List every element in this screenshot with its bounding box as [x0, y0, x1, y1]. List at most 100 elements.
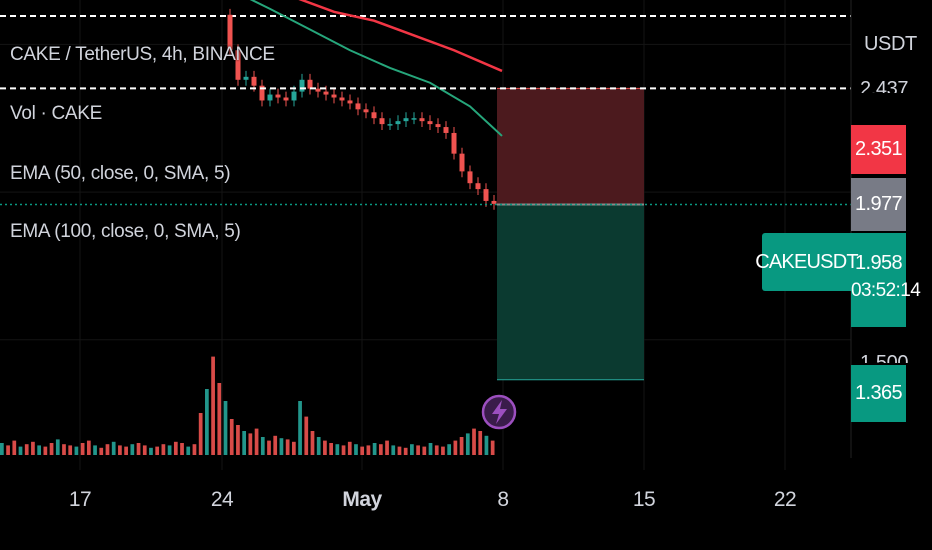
volume-bar — [472, 428, 476, 455]
x-tick: 24 — [210, 488, 234, 511]
volume-bar — [304, 416, 309, 455]
volume-bar — [93, 445, 97, 455]
volume-bar — [465, 433, 470, 455]
candle-body — [283, 97, 289, 101]
reward-zone — [497, 204, 644, 380]
candle-body — [267, 94, 273, 101]
candle-body — [371, 112, 377, 119]
candle-body — [347, 100, 353, 104]
candle-body — [227, 14, 233, 51]
volume-bar — [397, 446, 402, 455]
candle-body — [315, 88, 321, 92]
volume-bar — [316, 437, 321, 455]
x-tick: 17 — [68, 488, 92, 511]
position-zones[interactable] — [497, 87, 644, 381]
candle-body — [403, 118, 409, 122]
volume-bar — [37, 445, 42, 455]
volume-bar — [55, 439, 60, 455]
candle-body — [323, 91, 329, 95]
candle-body — [427, 121, 433, 125]
stop-price-tag: 2.351 — [851, 125, 906, 174]
volume-bar — [12, 440, 17, 455]
volume-bar — [478, 431, 483, 455]
candle-body — [235, 50, 241, 80]
ema100-line — [298, 0, 503, 73]
volume-bar — [49, 443, 54, 455]
ema100-legend[interactable]: EMA (100, close, 0, SMA, 5) — [10, 221, 241, 242]
symbol-price-tag: CAKEUSDT — [755, 233, 859, 291]
candle-body — [459, 153, 465, 172]
volume-bar — [428, 443, 433, 455]
current-price-tag: 1.958 03:52:14 — [851, 233, 921, 327]
candle-body — [395, 121, 401, 125]
volume-bar — [124, 446, 128, 455]
volume-bar — [298, 401, 302, 455]
ema50-legend[interactable]: EMA (50, close, 0, SMA, 5) — [10, 163, 231, 184]
candle-body — [243, 76, 249, 80]
volume-bar — [211, 356, 215, 455]
volume-bar — [459, 437, 464, 455]
volume-bar — [43, 446, 48, 455]
target-price-tag: 1.365 — [851, 365, 906, 422]
volume-bar — [31, 441, 35, 455]
volume-bar — [372, 443, 377, 455]
volume-bar — [68, 445, 73, 455]
currency-label: USDT — [864, 33, 917, 55]
partial-price-label-top: 2.437 — [860, 79, 909, 93]
candle-body — [251, 76, 257, 86]
volume-bar — [155, 446, 160, 455]
volume-bar — [347, 441, 352, 455]
volume-bar — [441, 446, 445, 455]
volume-bar — [310, 431, 315, 455]
volume-bar — [410, 444, 414, 455]
candle-countdown: 03:52:14 — [851, 280, 921, 301]
volume-bar — [62, 444, 66, 455]
volume-bar — [6, 445, 10, 455]
candle-body — [419, 118, 425, 122]
lightning-icon[interactable] — [481, 394, 517, 430]
volume-bar — [273, 435, 278, 455]
risk-zone — [497, 88, 644, 205]
partial-price-label-bottom: 1.500 — [860, 352, 909, 363]
volume-bar — [198, 413, 203, 455]
volume-bar — [130, 444, 135, 455]
candle-body — [467, 171, 473, 184]
volume-bar — [99, 447, 104, 455]
volume-bars — [0, 356, 495, 455]
ema50-line — [249, 0, 503, 137]
volume-bar — [279, 438, 284, 455]
volume-bar — [229, 419, 234, 455]
volume-bar — [118, 445, 122, 455]
volume-bar — [223, 401, 228, 455]
volume-bar — [453, 440, 458, 455]
x-tick-month: May — [342, 488, 382, 511]
candle-body — [443, 127, 449, 133]
candle-body — [299, 79, 305, 92]
volume-bar — [267, 440, 271, 455]
volume-bar — [323, 440, 327, 455]
volume-bar — [105, 444, 110, 455]
candle-body — [491, 200, 497, 204]
volume-legend[interactable]: Vol · CAKE — [10, 103, 103, 124]
volume-bar — [180, 443, 184, 455]
candle-body — [307, 79, 313, 89]
symbol-legend[interactable]: CAKE / TetherUS, 4h, BINANCE — [10, 44, 275, 65]
candle-body — [435, 124, 441, 128]
volume-bar — [205, 389, 209, 455]
candle-body — [451, 132, 457, 154]
volume-bar — [366, 445, 371, 455]
candle-body — [331, 94, 337, 98]
x-tick: 15 — [632, 488, 656, 511]
volume-bar — [416, 445, 420, 455]
candle-body — [387, 124, 393, 126]
volume-bar — [74, 446, 79, 455]
volume-bar — [149, 447, 153, 455]
volume-bar — [391, 445, 396, 455]
candle-body — [379, 118, 385, 125]
volume-bar — [18, 446, 23, 455]
volume-bar — [192, 444, 197, 455]
volume-bar — [490, 440, 495, 455]
candle-body — [291, 91, 297, 101]
lightning-icon — [492, 400, 507, 424]
volume-bar — [378, 444, 383, 455]
